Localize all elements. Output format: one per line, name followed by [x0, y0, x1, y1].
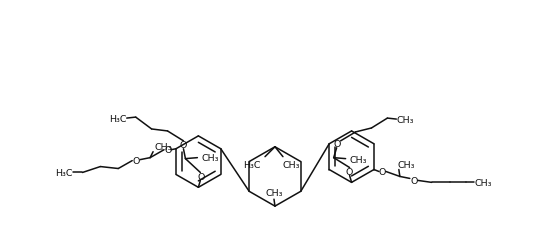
Text: CH₃: CH₃: [283, 160, 300, 169]
Text: CH₃: CH₃: [475, 178, 492, 187]
Text: CH₃: CH₃: [396, 115, 414, 124]
Text: O: O: [410, 176, 417, 185]
Text: CH₃: CH₃: [201, 153, 219, 163]
Text: H₃C: H₃C: [244, 160, 261, 169]
Text: H₃C: H₃C: [55, 168, 72, 177]
Text: O: O: [378, 167, 386, 176]
Text: CH₃: CH₃: [349, 155, 367, 165]
Text: CH₃: CH₃: [265, 188, 283, 197]
Text: O: O: [180, 141, 187, 150]
Text: H₃C: H₃C: [109, 114, 127, 123]
Text: CH₃: CH₃: [398, 160, 415, 169]
Text: CH₃: CH₃: [154, 142, 172, 151]
Text: O: O: [132, 156, 140, 166]
Text: O: O: [198, 172, 205, 181]
Text: O: O: [346, 167, 353, 176]
Text: O: O: [164, 146, 172, 155]
Text: O: O: [334, 140, 341, 149]
